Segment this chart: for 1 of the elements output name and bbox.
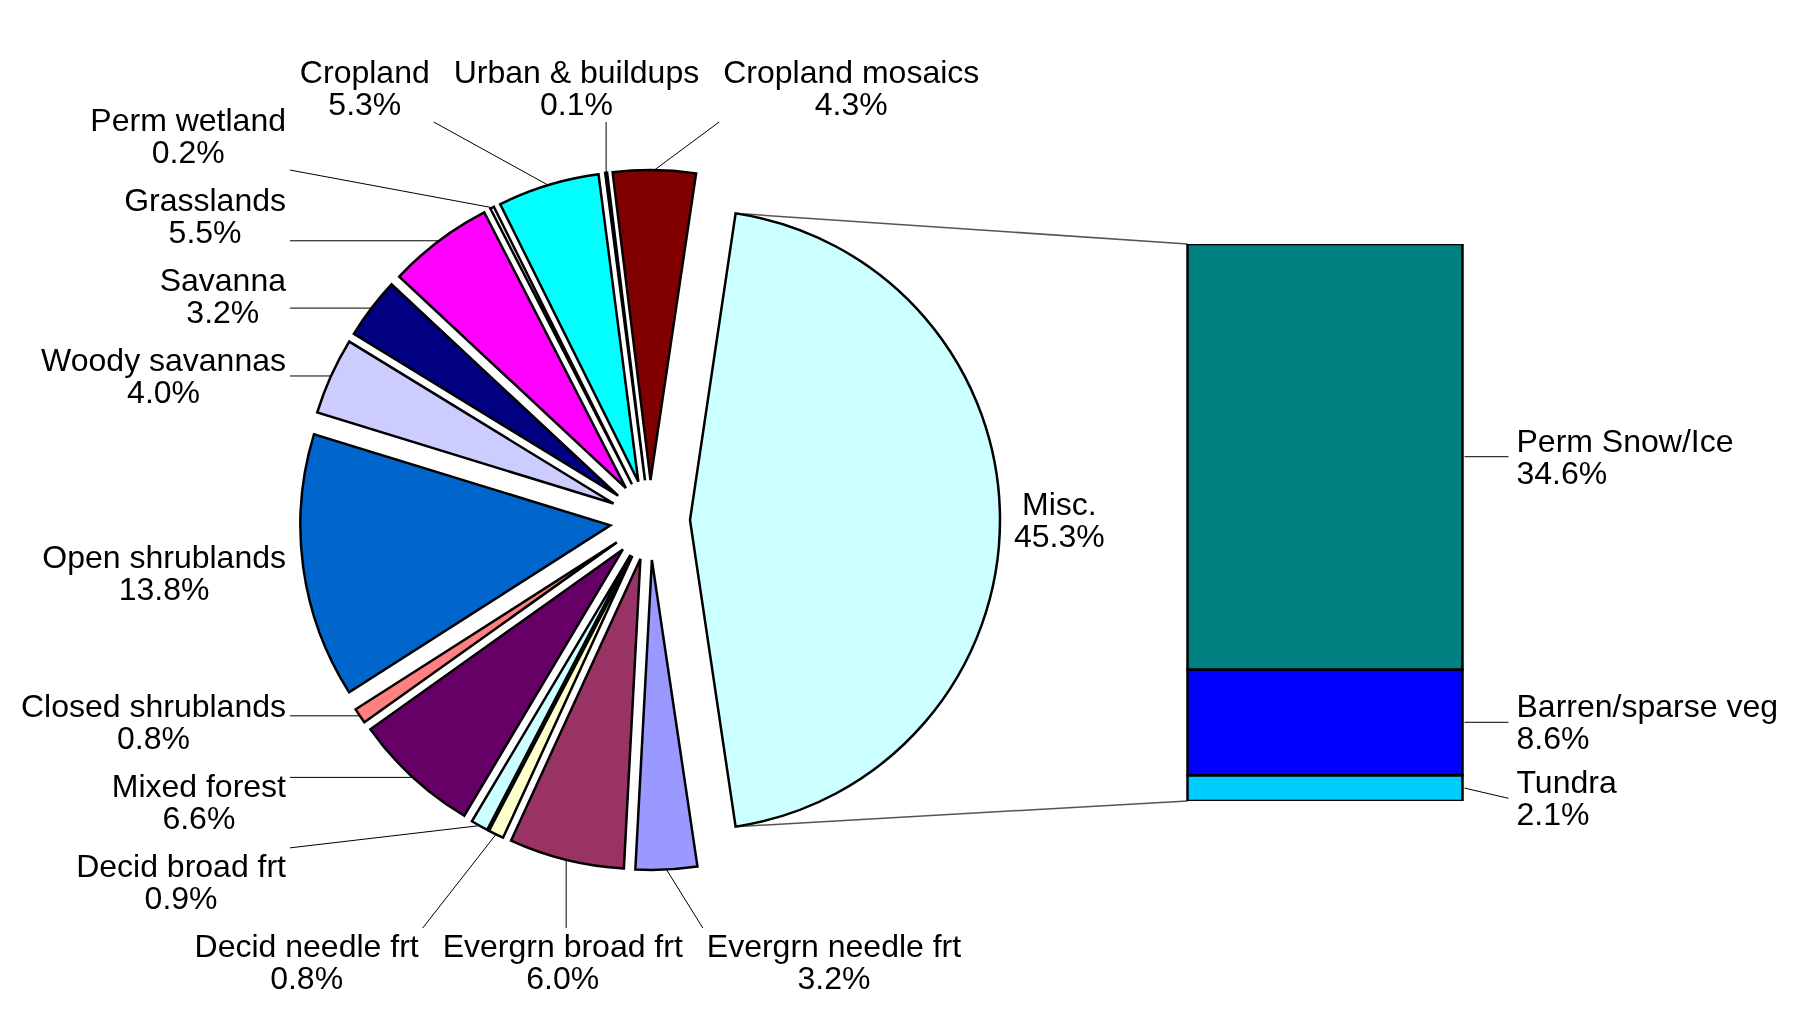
slice-label: Cropland (299, 54, 430, 90)
